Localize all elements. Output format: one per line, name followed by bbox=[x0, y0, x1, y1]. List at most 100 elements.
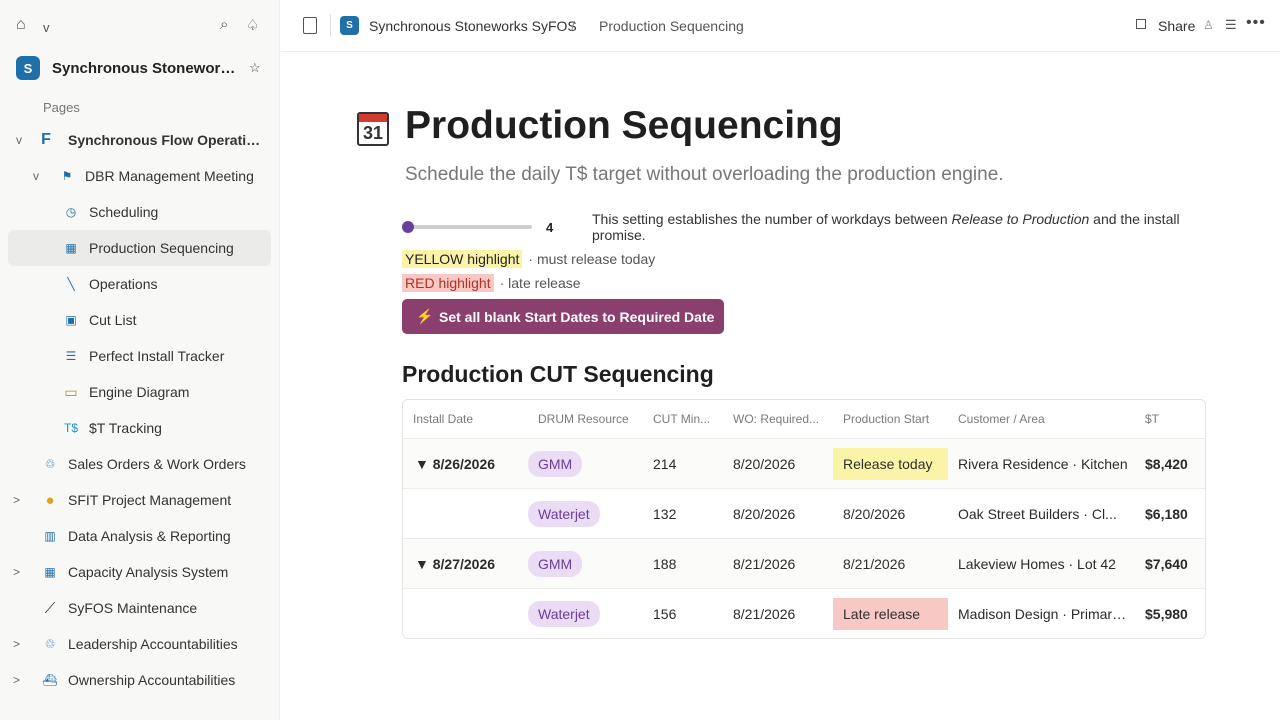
column-header[interactable]: WO: Required... bbox=[733, 412, 820, 426]
install-date-cell[interactable] bbox=[415, 589, 525, 638]
production-start-cell[interactable]: 8/21/2026 bbox=[843, 556, 906, 572]
table-icon: ▦ bbox=[65, 241, 77, 255]
wo-required-cell[interactable]: 8/20/2026 bbox=[733, 505, 796, 522]
production-start-cell[interactable]: Late release bbox=[833, 598, 948, 630]
grid-icon: ▦ bbox=[44, 565, 56, 579]
chevron-right-icon[interactable]: > bbox=[13, 565, 21, 579]
production-start-cell[interactable]: 8/20/2026 bbox=[843, 506, 906, 522]
drum-resource-cell[interactable]: Waterjet bbox=[528, 489, 638, 538]
wo-required-cell[interactable]: 8/21/2026 bbox=[733, 555, 796, 572]
table-row[interactable]: ▼ 8/27/2026 GMM 188 8/21/2026 8/21/2026 … bbox=[403, 539, 1205, 589]
legend-red: RED highlight · late release bbox=[402, 274, 581, 292]
chevron-down-icon[interactable]: v bbox=[16, 133, 22, 147]
home-icon[interactable]: ⌂ bbox=[16, 16, 26, 33]
workspace-logo: S bbox=[340, 16, 359, 35]
wrench-icon: ╲ bbox=[67, 277, 75, 291]
t-value-cell[interactable]: $5,980 bbox=[1145, 605, 1188, 622]
top-bar: S Synchronous Stoneworks SyFOS / Product… bbox=[281, 0, 1280, 52]
cut-min-cell[interactable]: 132 bbox=[653, 505, 677, 522]
customer-area-cell[interactable]: Rivera Residence · Kitchen bbox=[958, 455, 1128, 472]
wo-required-cell[interactable]: 8/21/2026 bbox=[733, 605, 796, 622]
customer-area-cell[interactable]: Madison Design · Primary Bath bbox=[958, 605, 1130, 622]
t-value-cell[interactable]: $8,420 bbox=[1145, 455, 1188, 472]
column-header[interactable]: $T bbox=[1145, 412, 1160, 426]
calendar-icon[interactable]: 31 bbox=[357, 112, 389, 146]
star-icon[interactable]: ☆ bbox=[249, 60, 261, 75]
bell-icon[interactable]: ♤ bbox=[246, 17, 260, 34]
breadcrumb-workspace[interactable]: Synchronous Stoneworks SyFOS bbox=[369, 18, 577, 34]
sidebar-item-operations[interactable]: ╲ Operations bbox=[8, 266, 271, 302]
legend-yellow: YELLOW highlight · must release today bbox=[402, 250, 655, 268]
sidebar-toggle-icon[interactable] bbox=[303, 17, 317, 34]
breadcrumb-separator: / bbox=[571, 18, 575, 34]
column-header[interactable]: DRUM Resource bbox=[538, 412, 629, 426]
bus-icon: ▭ bbox=[64, 383, 78, 400]
breadcrumb-page[interactable]: Production Sequencing bbox=[599, 18, 744, 34]
sidebar-item-syfos-maintenance[interactable]: ⟋ SyFOS Maintenance bbox=[8, 590, 271, 626]
table-row[interactable]: Waterjet 132 8/20/2026 8/20/2026 Oak Str… bbox=[403, 489, 1205, 539]
sidebar-item-label: Sales Orders & Work Orders bbox=[68, 456, 246, 472]
table-row[interactable]: Waterjet 156 8/21/2026 Late release Madi… bbox=[403, 589, 1205, 638]
list-icon[interactable]: ☰ bbox=[1225, 17, 1237, 32]
customer-area-cell[interactable]: Oak Street Builders · Cl... bbox=[958, 505, 1117, 522]
customer-area-cell[interactable]: Lakeview Homes · Lot 42 bbox=[958, 555, 1116, 572]
sidebar-item-production-sequencing[interactable]: ▦ Production Sequencing bbox=[8, 230, 271, 266]
install-date-cell[interactable] bbox=[415, 489, 525, 538]
chevron-down-icon[interactable]: v bbox=[33, 169, 39, 183]
production-start-cell[interactable]: Release today bbox=[833, 448, 948, 480]
column-header[interactable]: Install Date bbox=[413, 412, 474, 426]
drum-resource-pill: GMM bbox=[528, 450, 583, 477]
chevron-down-icon[interactable]: v bbox=[43, 20, 50, 35]
search-icon[interactable]: ⌕ bbox=[220, 16, 229, 33]
sidebar-item-leadership[interactable]: > ♲ Leadership Accountabilities bbox=[8, 626, 271, 662]
wo-required-cell[interactable]: 8/20/2026 bbox=[733, 455, 796, 472]
column-header[interactable]: Production Start bbox=[843, 412, 930, 426]
sidebar-item-data-analysis[interactable]: ▥ Data Analysis & Reporting bbox=[8, 518, 271, 554]
share-button[interactable]: Share bbox=[1158, 18, 1196, 34]
sidebar-item-capacity-analysis[interactable]: > ▦ Capacity Analysis System bbox=[8, 554, 271, 590]
more-icon[interactable]: ••• bbox=[1246, 14, 1266, 31]
drum-resource-cell[interactable]: Waterjet bbox=[528, 589, 638, 638]
sidebar-item-label: Leadership Accountabilities bbox=[68, 636, 238, 652]
drum-resource-cell[interactable]: GMM bbox=[528, 439, 638, 488]
sidebar-item-dbr-management-meeting[interactable]: v ⚑ DBR Management Meeting bbox=[8, 158, 271, 194]
workdays-slider[interactable] bbox=[402, 221, 532, 233]
setting-description: This setting establishes the number of w… bbox=[592, 211, 1180, 243]
sidebar-item-sfit-project-management[interactable]: > ● SFIT Project Management bbox=[8, 482, 271, 518]
workspace-logo: S bbox=[16, 56, 40, 80]
sidebar-item-scheduling[interactable]: ◷ Scheduling bbox=[8, 194, 271, 230]
table-row[interactable]: ▼ 8/26/2026 GMM 214 8/20/2026 Release to… bbox=[403, 439, 1205, 489]
column-header[interactable]: CUT Min... bbox=[653, 412, 711, 426]
sidebar-item-label: Scheduling bbox=[89, 204, 159, 220]
sidebar-item-cut-list[interactable]: ▣ Cut List bbox=[8, 302, 271, 338]
person-icon[interactable]: ♙ bbox=[1203, 18, 1214, 32]
page-status-icon[interactable] bbox=[1136, 19, 1146, 29]
column-header[interactable]: Customer / Area bbox=[958, 412, 1045, 426]
cut-min-cell[interactable]: 188 bbox=[653, 555, 677, 572]
sidebar-item-label: Synchronous Flow Operations bbox=[68, 132, 264, 148]
set-start-dates-button[interactable]: ⚡ Set all blank Start Dates to Required … bbox=[402, 299, 724, 334]
page-title: Production Sequencing bbox=[405, 104, 843, 147]
sidebar-item-ownership[interactable]: > ⛴ Ownership Accountabilities bbox=[8, 662, 271, 698]
install-date-cell[interactable]: ▼ 8/26/2026 bbox=[415, 455, 496, 472]
sidebar-item-engine-diagram[interactable]: ▭ Engine Diagram bbox=[8, 374, 271, 410]
sidebar-item-sales-orders[interactable]: ♲ Sales Orders & Work Orders bbox=[8, 446, 271, 482]
chevron-right-icon[interactable]: > bbox=[13, 493, 21, 507]
sidebar-item-synchronous-flow-operations[interactable]: v F Synchronous Flow Operations bbox=[8, 122, 271, 158]
sidebar-item-t-tracking[interactable]: T$ $T Tracking bbox=[8, 410, 271, 446]
slider-thumb[interactable] bbox=[402, 221, 414, 233]
yellow-highlight-tag: YELLOW highlight bbox=[402, 250, 523, 268]
cut-min-cell[interactable]: 214 bbox=[653, 455, 677, 472]
grid-icon: ▥ bbox=[44, 529, 56, 543]
t-value-cell[interactable]: $6,180 bbox=[1145, 505, 1188, 522]
t-value-cell[interactable]: $7,640 bbox=[1145, 555, 1188, 572]
sidebar-item-perfect-install-tracker[interactable]: ☰ Perfect Install Tracker bbox=[8, 338, 271, 374]
drum-resource-cell[interactable]: GMM bbox=[528, 539, 638, 588]
chevron-right-icon[interactable]: > bbox=[13, 673, 21, 687]
workspace-switcher[interactable]: S Synchronous Stoneworks SyFOS ☆ bbox=[16, 55, 268, 81]
install-date-cell[interactable]: ▼ 8/27/2026 bbox=[415, 555, 496, 572]
chevron-right-icon[interactable]: > bbox=[13, 637, 21, 651]
red-highlight-note: · late release bbox=[499, 275, 581, 291]
cut-min-cell[interactable]: 156 bbox=[653, 605, 677, 622]
button-label: Set all blank Start Dates to Required Da… bbox=[439, 308, 715, 325]
